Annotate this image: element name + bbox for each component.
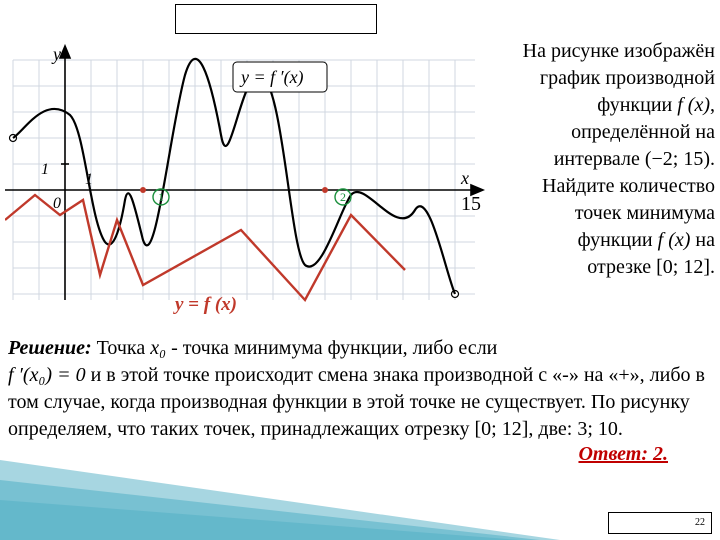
st-l1: На рисунке изображён	[523, 40, 715, 62]
solution-label: Решение:	[8, 337, 92, 359]
st-l6: Найдите количество	[542, 175, 715, 197]
y-axis-label: y	[51, 44, 61, 64]
deriv-label-box: y = f ′(x)	[233, 62, 327, 92]
origin-zero: 0	[53, 195, 61, 212]
tick-1-x: 1	[85, 171, 93, 188]
problem-text: На рисунке изображён график производной …	[490, 38, 715, 281]
svg-text:2: 2	[340, 190, 346, 204]
svg-text:y = f ′(x): y = f ′(x)	[239, 67, 304, 88]
func-label: y = f (x)	[173, 294, 237, 315]
x-axis-label: x	[460, 168, 469, 188]
page-number: 22	[608, 512, 712, 534]
top-empty-box	[175, 4, 377, 34]
st-l7: точек минимума	[575, 202, 715, 224]
tick-1-y: 1	[41, 161, 49, 178]
solution-text: Решение: Точка x₀ - точка минимума функц…	[8, 335, 708, 468]
x-end-label: 15	[461, 193, 481, 215]
st-l2: график производной	[540, 67, 715, 89]
answer-text: Ответ: 2.	[578, 441, 668, 468]
svg-text:1: 1	[158, 190, 164, 204]
chart: 1 2 y 1 1 0 x 15 y = f ′(x) y = f (x)	[5, 40, 485, 320]
st-l4: определённой на	[571, 121, 715, 143]
